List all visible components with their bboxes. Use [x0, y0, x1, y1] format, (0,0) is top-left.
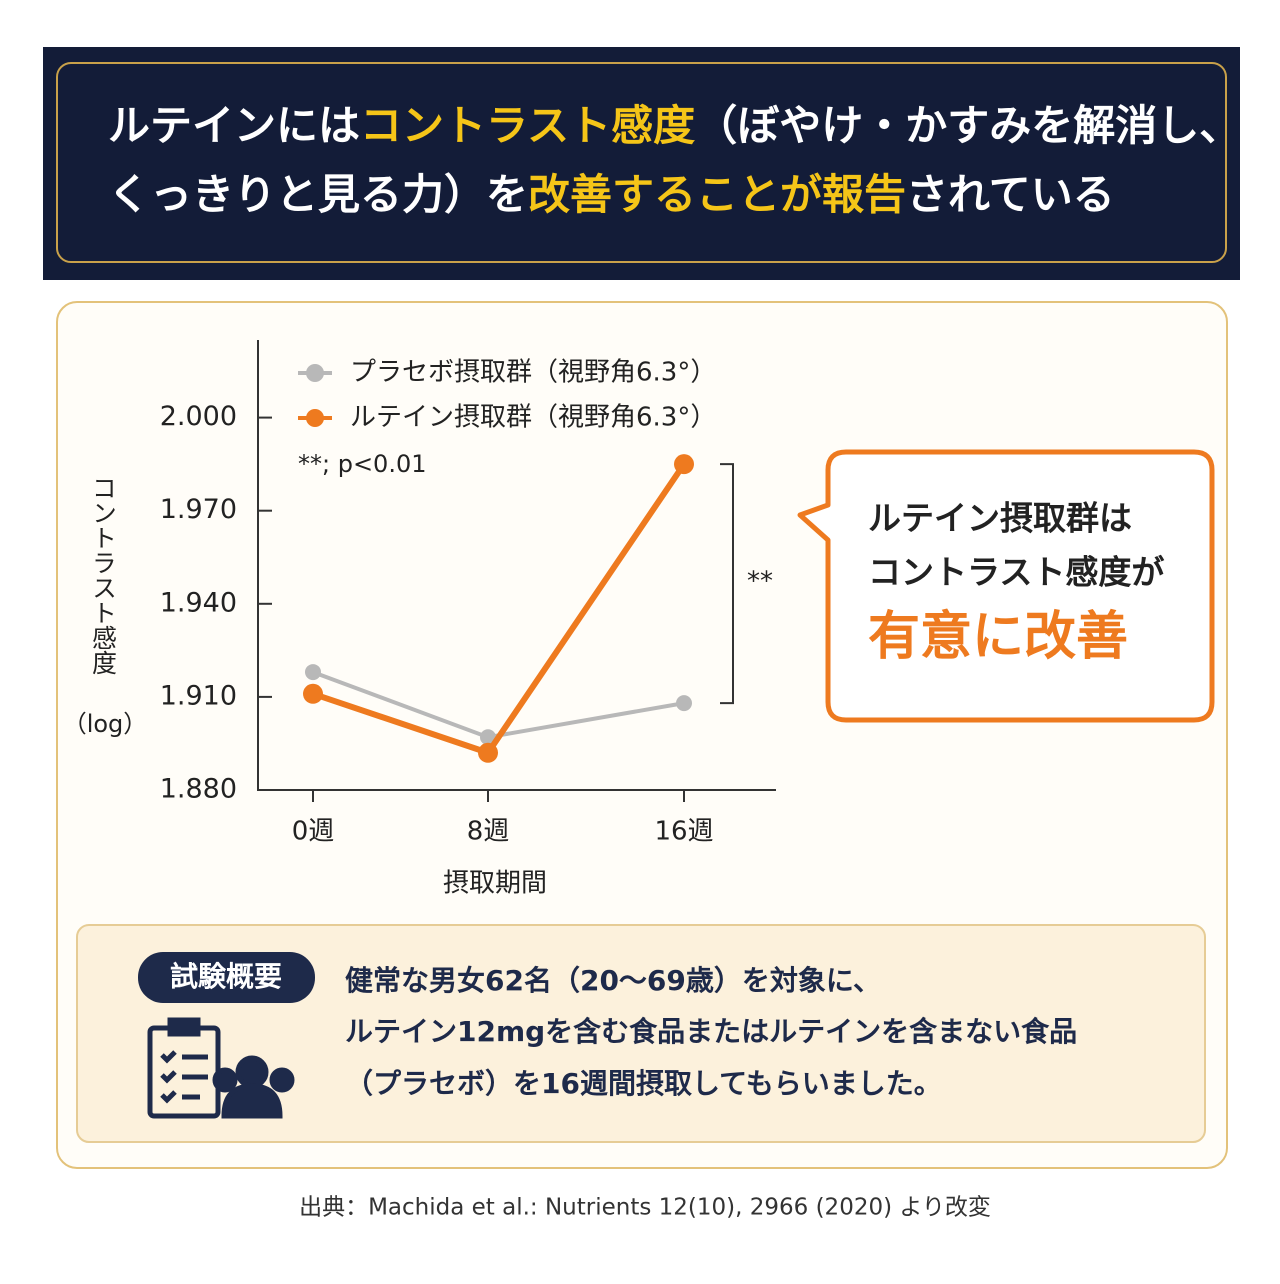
- legend-label: プラセボ摂取群（視野角6.3°）: [350, 358, 716, 388]
- point: [480, 729, 496, 746]
- legend-dot: [306, 364, 324, 382]
- header-line: ルテインにはコントラスト感度（ぼやけ・かすみを解消し、: [108, 101, 1241, 150]
- x-tick-label: 8週: [467, 817, 510, 847]
- header-segment: 改善することが報告: [528, 170, 906, 219]
- annotation: **; p<0.01: [298, 450, 427, 478]
- badge-text: 試験概要: [170, 960, 282, 993]
- callout-bubble: [797, 449, 1215, 723]
- source: 出典：Machida et al.: Nutrients 12(10), 296…: [299, 1195, 991, 1221]
- x-label: 摂取期間: [443, 869, 547, 899]
- y-tick-label: 1.910: [160, 680, 237, 711]
- y-label: コントラスト感度: [89, 475, 118, 675]
- x-tick-label: 0週: [292, 817, 335, 847]
- point: [478, 742, 498, 763]
- summary-box: [76, 924, 1206, 1143]
- y-tick-label: 1.940: [160, 587, 237, 618]
- point: [674, 454, 694, 475]
- y-tick-label: 2.000: [160, 401, 237, 432]
- legend-label: ルテイン摂取群（視野角6.3°）: [350, 403, 716, 433]
- point: [303, 683, 323, 704]
- summary-line: 健常な男女62名（20〜69歳）を対象に、: [345, 964, 881, 997]
- x-tick-label: 16週: [654, 817, 713, 847]
- point: [676, 695, 692, 712]
- header-frame: [56, 62, 1227, 263]
- point: [305, 664, 321, 681]
- callout-emphasis: 有意に改善: [868, 607, 1128, 667]
- summary-line: （プラセボ）を16週間摂取してもらいました。: [345, 1067, 942, 1100]
- legend-dot: [306, 409, 324, 427]
- y-unit: （log）: [63, 710, 148, 738]
- callout-line: コントラスト感度が: [868, 553, 1164, 592]
- badge: [138, 952, 315, 1003]
- header-segment: されている: [906, 170, 1115, 219]
- summary-line: ルテイン12mgを含む食品またはルテインを含まない食品: [345, 1015, 1077, 1048]
- callout-line: ルテイン摂取群は: [868, 499, 1132, 538]
- significance: **: [747, 567, 773, 597]
- bracket: [720, 463, 734, 705]
- header-line: くっきりと見る力）を改善することが報告されている: [108, 170, 1115, 219]
- header-segment: （ぼやけ・かすみを解消し、: [695, 101, 1241, 150]
- header-segment: ルテインには: [108, 101, 360, 150]
- icon: [147, 1017, 295, 1119]
- header-segment: コントラスト感度: [360, 101, 695, 150]
- header-segment: くっきりと見る力）を: [108, 170, 528, 219]
- y-tick-label: 1.970: [160, 494, 237, 525]
- y-tick-label: 1.880: [160, 774, 237, 805]
- header-bg: [43, 47, 1240, 280]
